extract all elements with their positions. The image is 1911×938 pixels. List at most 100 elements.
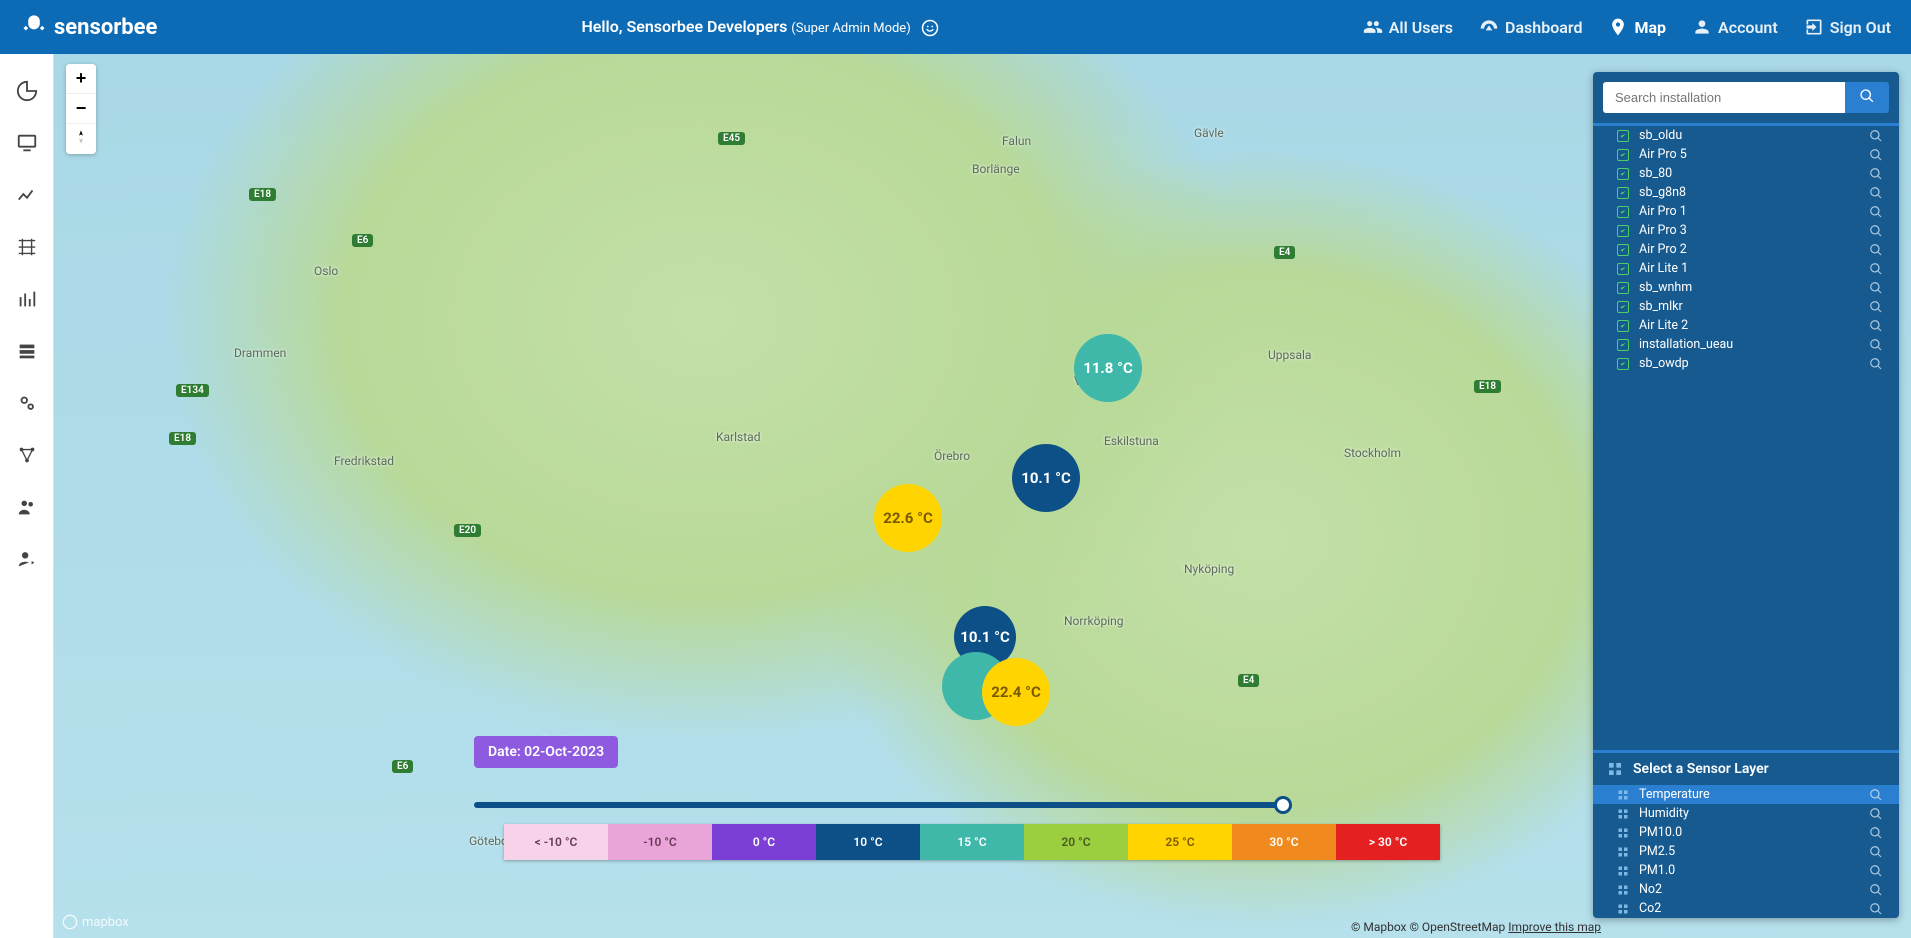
layer-row[interactable]: Humidity [1593,804,1899,823]
layer-row[interactable]: PM1.0 [1593,861,1899,880]
locate-icon[interactable] [1869,883,1883,897]
nav-sign-out-label: Sign Out [1830,18,1891,37]
road-badge: E18 [1474,380,1501,393]
checkbox-icon[interactable] [1617,301,1629,313]
locate-icon[interactable] [1869,243,1883,257]
search-icon [1859,88,1875,104]
layer-icon [1617,865,1629,877]
checkbox-icon[interactable] [1617,225,1629,237]
greeting-hello: Hello, Sensorbee Developers [581,17,787,36]
locate-icon[interactable] [1869,826,1883,840]
brand-logo[interactable]: sensorbee [20,13,157,41]
side-stack-icon[interactable] [16,340,38,362]
locate-icon[interactable] [1869,300,1883,314]
nav-dashboard[interactable]: Dashboard [1479,17,1582,37]
installation-row[interactable]: sb_80 [1593,164,1899,183]
nav-all-users[interactable]: All Users [1363,17,1453,37]
locate-icon[interactable] [1869,357,1883,371]
road-badge: E6 [352,234,373,247]
locate-icon[interactable] [1869,129,1883,143]
checkbox-icon[interactable] [1617,130,1629,142]
greeting: Hello, Sensorbee Developers (Super Admin… [157,17,1362,37]
sensor-bubble[interactable]: 22.6 °C [874,484,942,552]
locate-icon[interactable] [1869,338,1883,352]
locate-icon[interactable] [1869,807,1883,821]
checkbox-icon[interactable] [1617,282,1629,294]
map-zoom-controls: + − [66,64,96,154]
side-chart-icon[interactable] [16,184,38,206]
installation-label: Air Pro 1 [1639,204,1859,219]
side-admin-icon[interactable] [16,548,38,570]
installation-row[interactable]: sb_g8n8 [1593,183,1899,202]
locate-icon[interactable] [1869,205,1883,219]
locate-icon[interactable] [1869,845,1883,859]
road-badge: E20 [454,524,481,537]
side-overview-icon[interactable] [16,80,38,102]
locate-icon[interactable] [1869,148,1883,162]
installation-row[interactable]: sb_wnhm [1593,278,1899,297]
locate-icon[interactable] [1869,167,1883,181]
nav-account[interactable]: Account [1692,17,1778,37]
locate-icon[interactable] [1869,319,1883,333]
compass-button[interactable] [66,124,96,154]
side-gears-icon[interactable] [16,392,38,414]
layer-label: PM10.0 [1639,825,1859,840]
side-grid-icon[interactable] [16,236,38,258]
locate-icon[interactable] [1869,902,1883,916]
checkbox-icon[interactable] [1617,320,1629,332]
locate-icon[interactable] [1869,788,1883,802]
layer-row[interactable]: Temperature [1593,785,1899,804]
checkbox-icon[interactable] [1617,187,1629,199]
timeline-handle[interactable] [1274,796,1292,814]
layer-label: PM2.5 [1639,844,1859,859]
side-bars-icon[interactable] [16,288,38,310]
installation-row[interactable]: Air Pro 5 [1593,145,1899,164]
installation-row[interactable]: sb_mlkr [1593,297,1899,316]
timeline-slider[interactable] [474,802,1284,808]
sensor-bubble[interactable]: 10.1 °C [1012,444,1080,512]
search-button[interactable] [1845,82,1889,113]
side-network-icon[interactable] [16,444,38,466]
layer-heading: Select a Sensor Layer [1593,753,1899,785]
road-badge: E4 [1238,674,1259,687]
locate-icon[interactable] [1869,281,1883,295]
checkbox-icon[interactable] [1617,244,1629,256]
layer-row[interactable]: PM2.5 [1593,842,1899,861]
checkbox-icon[interactable] [1617,358,1629,370]
installation-row[interactable]: Air Lite 1 [1593,259,1899,278]
checkbox-icon[interactable] [1617,168,1629,180]
locate-icon[interactable] [1869,224,1883,238]
city-label: Nyköping [1184,562,1234,576]
zoom-out-button[interactable]: − [66,94,96,124]
installation-row[interactable]: Air Pro 3 [1593,221,1899,240]
installation-row[interactable]: Air Lite 2 [1593,316,1899,335]
locate-icon[interactable] [1869,186,1883,200]
locate-icon[interactable] [1869,262,1883,276]
improve-map-link[interactable]: Improve this map [1508,920,1601,934]
city-label: Eskilstuna [1104,434,1159,448]
map-container[interactable]: OsloDrammenStockholmUppsalaÖrebroEskilst… [54,54,1911,938]
checkbox-icon[interactable] [1617,263,1629,275]
search-input[interactable] [1603,82,1845,113]
layer-row[interactable]: PM10.0 [1593,823,1899,842]
layer-icon [1617,808,1629,820]
layer-row[interactable]: Co2 [1593,899,1899,918]
nav-sign-out[interactable]: Sign Out [1804,17,1891,37]
sensor-bubble[interactable]: 22.4 °C [982,658,1050,726]
installation-row[interactable]: Air Pro 2 [1593,240,1899,259]
sensor-bubble[interactable]: 11.8 °C [1074,334,1142,402]
zoom-in-button[interactable]: + [66,64,96,94]
checkbox-icon[interactable] [1617,149,1629,161]
layer-row[interactable]: No2 [1593,880,1899,899]
installation-row[interactable]: sb_owdp [1593,354,1899,373]
locate-icon[interactable] [1869,864,1883,878]
checkbox-icon[interactable] [1617,339,1629,351]
installation-row[interactable]: Air Pro 1 [1593,202,1899,221]
side-people-icon[interactable] [16,496,38,518]
nav-map[interactable]: Map [1608,17,1666,37]
gauge-icon [1479,17,1499,37]
installation-row[interactable]: sb_oldu [1593,126,1899,145]
side-monitor-icon[interactable] [16,132,38,154]
installation-row[interactable]: installation_ueau [1593,335,1899,354]
checkbox-icon[interactable] [1617,206,1629,218]
